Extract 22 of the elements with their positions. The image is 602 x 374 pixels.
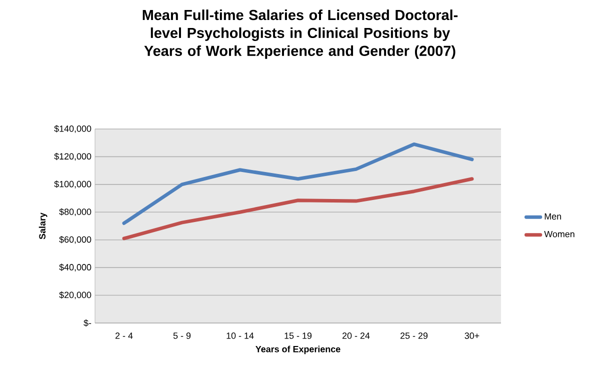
y-tick-label: $40,000 bbox=[59, 264, 92, 272]
y-tick-label: $60,000 bbox=[59, 236, 92, 244]
y-tick-label: $80,000 bbox=[59, 208, 92, 216]
chart-title: Mean Full-time Salaries of Licensed Doctoral-level Psychologists in Clinical Positions by Years of Work Experience and Gender (2007) bbox=[142, 10, 458, 59]
y-tick-label: $120,000 bbox=[54, 152, 92, 161]
x-tick-label: 20 - 24 bbox=[342, 332, 370, 339]
x-axis-title: Years of Experience bbox=[256, 346, 340, 354]
legend-label: Women bbox=[544, 230, 574, 238]
x-tick-label: 10 - 14 bbox=[226, 332, 254, 339]
y-tick-label: $- bbox=[84, 319, 92, 327]
y-tick-label: $140,000 bbox=[54, 125, 92, 133]
line-series bbox=[122, 177, 474, 240]
x-tick-label: 2 - 4 bbox=[115, 332, 133, 339]
x-tick-label: 15 - 19 bbox=[284, 332, 312, 339]
y-axis-title: Salary bbox=[38, 212, 48, 240]
legend-label: Men bbox=[544, 213, 562, 220]
x-tick-label: 5 - 9 bbox=[173, 332, 191, 339]
x-tick-label: 25 - 29 bbox=[400, 332, 428, 339]
line-series bbox=[122, 142, 474, 225]
x-tick-label: 30+ bbox=[464, 332, 480, 339]
y-tick-label: $20,000 bbox=[59, 291, 92, 300]
y-tick-label: $100,000 bbox=[54, 180, 92, 188]
